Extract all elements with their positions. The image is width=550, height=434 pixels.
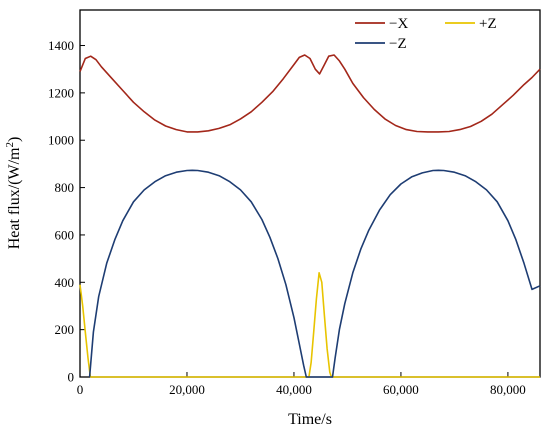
series-line-plus-z: [79, 271, 540, 378]
x-tick-label: 40,000: [276, 382, 312, 397]
legend-label: −Z: [389, 36, 407, 52]
x-axis-label: Time/s: [288, 411, 332, 428]
legend-label: +Z: [479, 16, 497, 32]
legend: −X +Z −Z: [355, 16, 497, 52]
x-tick-label: 60,000: [383, 382, 419, 397]
y-axis-label-superscript: 2: [4, 142, 16, 148]
y-tick-label: 400: [55, 275, 75, 290]
x-tick-label: 80,000: [490, 382, 526, 397]
y-axis-ticks: 0 200 400 600 800 1000 1200 1400: [48, 38, 85, 385]
y-tick-label: 600: [55, 227, 75, 242]
x-tick-label: 0: [77, 382, 84, 397]
y-axis-label-tail: ): [6, 137, 23, 142]
series-layer: [79, 54, 541, 378]
y-tick-label: 0: [68, 370, 75, 385]
y-axis-label: Heat flux/(W/m2): [4, 137, 23, 250]
series-line-minus-x: [79, 54, 541, 133]
x-tick-label: 20,000: [169, 382, 205, 397]
plot-frame: [79, 9, 541, 378]
y-tick-label: 1200: [48, 85, 74, 100]
y-axis-label-main: Heat flux/(W/m: [6, 147, 23, 249]
y-tick-label: 1400: [48, 38, 74, 53]
series-line-minus-z: [88, 169, 541, 378]
x-axis-ticks: 0 20,000 40,000 60,000 80,000: [77, 372, 526, 397]
y-tick-label: 800: [55, 180, 75, 195]
y-tick-label: 1000: [48, 133, 74, 148]
legend-label: −X: [389, 16, 408, 32]
y-tick-label: 200: [55, 322, 75, 337]
